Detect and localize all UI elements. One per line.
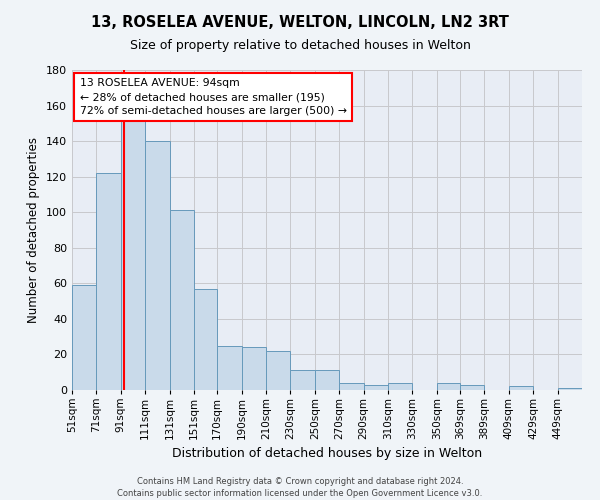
X-axis label: Distribution of detached houses by size in Welton: Distribution of detached houses by size … [172, 448, 482, 460]
Bar [557, 388, 582, 390]
Bar [242, 348, 266, 390]
Bar [194, 288, 217, 390]
Text: Contains HM Land Registry data © Crown copyright and database right 2024.
Contai: Contains HM Land Registry data © Crown c… [118, 476, 482, 498]
Text: Size of property relative to detached houses in Welton: Size of property relative to detached ho… [130, 39, 470, 52]
Bar [217, 346, 242, 390]
Bar [72, 285, 97, 390]
Bar [315, 370, 339, 390]
Bar [266, 351, 290, 390]
Bar [97, 173, 121, 390]
Bar [364, 384, 388, 390]
Bar [145, 141, 170, 390]
Bar [290, 370, 315, 390]
Bar [388, 383, 412, 390]
Y-axis label: Number of detached properties: Number of detached properties [28, 137, 40, 323]
Bar [509, 386, 533, 390]
Bar [121, 120, 145, 390]
Bar [339, 383, 364, 390]
Bar [460, 384, 484, 390]
Text: 13 ROSELEA AVENUE: 94sqm
← 28% of detached houses are smaller (195)
72% of semi-: 13 ROSELEA AVENUE: 94sqm ← 28% of detach… [80, 78, 347, 116]
Bar [170, 210, 194, 390]
Text: 13, ROSELEA AVENUE, WELTON, LINCOLN, LN2 3RT: 13, ROSELEA AVENUE, WELTON, LINCOLN, LN2… [91, 15, 509, 30]
Bar [437, 383, 460, 390]
